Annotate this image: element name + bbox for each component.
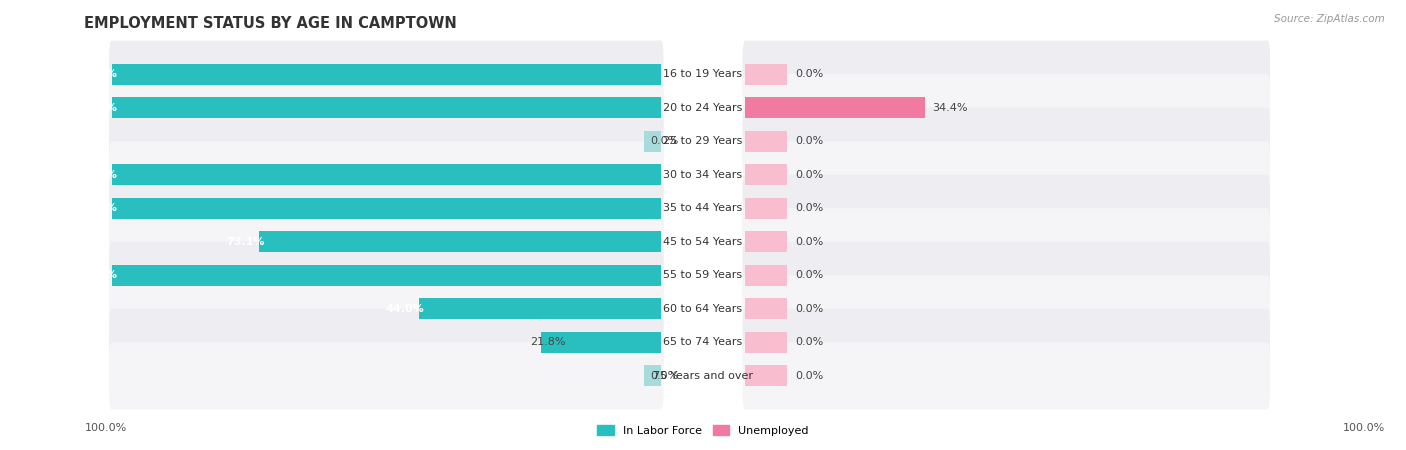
Text: 55 to 59 Years: 55 to 59 Years [664, 270, 742, 280]
Text: 16 to 19 Years: 16 to 19 Years [664, 69, 742, 79]
Bar [541, 332, 661, 353]
Bar [745, 332, 787, 353]
FancyBboxPatch shape [110, 275, 664, 342]
Text: 100.0%: 100.0% [72, 203, 117, 213]
Bar [112, 265, 661, 286]
Text: 44.0%: 44.0% [387, 304, 425, 314]
FancyBboxPatch shape [110, 40, 664, 108]
FancyBboxPatch shape [742, 208, 1270, 275]
Text: 0.0%: 0.0% [794, 371, 823, 381]
Text: 100.0%: 100.0% [72, 170, 117, 180]
FancyBboxPatch shape [110, 242, 664, 309]
FancyBboxPatch shape [742, 342, 1270, 410]
Text: 0.0%: 0.0% [650, 136, 678, 146]
Text: 0.0%: 0.0% [794, 237, 823, 247]
Text: 65 to 74 Years: 65 to 74 Years [664, 338, 742, 347]
Text: 0.0%: 0.0% [650, 371, 678, 381]
FancyBboxPatch shape [110, 342, 664, 410]
Text: 25 to 29 Years: 25 to 29 Years [664, 136, 742, 146]
Text: 34.4%: 34.4% [932, 103, 969, 112]
Text: 100.0%: 100.0% [1343, 423, 1385, 433]
Text: 0.0%: 0.0% [794, 69, 823, 79]
Text: 20 to 24 Years: 20 to 24 Years [664, 103, 742, 112]
Text: 60 to 64 Years: 60 to 64 Years [664, 304, 742, 314]
Bar [644, 365, 661, 386]
Bar [112, 97, 661, 118]
Legend: In Labor Force, Unemployed: In Labor Force, Unemployed [593, 420, 813, 440]
Text: 30 to 34 Years: 30 to 34 Years [664, 170, 742, 180]
FancyBboxPatch shape [110, 74, 664, 141]
FancyBboxPatch shape [742, 74, 1270, 141]
Bar [745, 131, 787, 152]
Bar [419, 298, 661, 319]
Text: 0.0%: 0.0% [794, 203, 823, 213]
Bar [745, 365, 787, 386]
FancyBboxPatch shape [742, 309, 1270, 376]
FancyBboxPatch shape [742, 141, 1270, 208]
Text: 100.0%: 100.0% [72, 270, 117, 280]
Bar [644, 131, 661, 152]
Text: 0.0%: 0.0% [794, 136, 823, 146]
Text: 75 Years and over: 75 Years and over [652, 371, 754, 381]
Bar [745, 97, 925, 118]
Text: 100.0%: 100.0% [72, 103, 117, 112]
FancyBboxPatch shape [742, 108, 1270, 175]
Bar [745, 198, 787, 219]
FancyBboxPatch shape [742, 275, 1270, 342]
Bar [745, 164, 787, 185]
FancyBboxPatch shape [110, 309, 664, 376]
Text: 0.0%: 0.0% [794, 270, 823, 280]
Bar [745, 298, 787, 319]
Text: 0.0%: 0.0% [794, 338, 823, 347]
Bar [112, 64, 661, 85]
FancyBboxPatch shape [110, 208, 664, 275]
Bar [745, 64, 787, 85]
FancyBboxPatch shape [110, 175, 664, 242]
Text: Source: ZipAtlas.com: Source: ZipAtlas.com [1274, 14, 1385, 23]
FancyBboxPatch shape [110, 108, 664, 175]
Text: 0.0%: 0.0% [794, 304, 823, 314]
Text: 100.0%: 100.0% [84, 423, 127, 433]
Bar [745, 265, 787, 286]
Text: 0.0%: 0.0% [794, 170, 823, 180]
FancyBboxPatch shape [742, 175, 1270, 242]
Bar [260, 231, 661, 252]
Bar [112, 164, 661, 185]
Text: 35 to 44 Years: 35 to 44 Years [664, 203, 742, 213]
FancyBboxPatch shape [742, 242, 1270, 309]
Bar [745, 231, 787, 252]
Text: 100.0%: 100.0% [72, 69, 117, 79]
FancyBboxPatch shape [742, 40, 1270, 108]
Text: EMPLOYMENT STATUS BY AGE IN CAMPTOWN: EMPLOYMENT STATUS BY AGE IN CAMPTOWN [84, 17, 457, 32]
Text: 45 to 54 Years: 45 to 54 Years [664, 237, 742, 247]
Text: 73.1%: 73.1% [226, 237, 264, 247]
Text: 21.8%: 21.8% [530, 338, 565, 347]
Bar [112, 198, 661, 219]
FancyBboxPatch shape [110, 141, 664, 208]
